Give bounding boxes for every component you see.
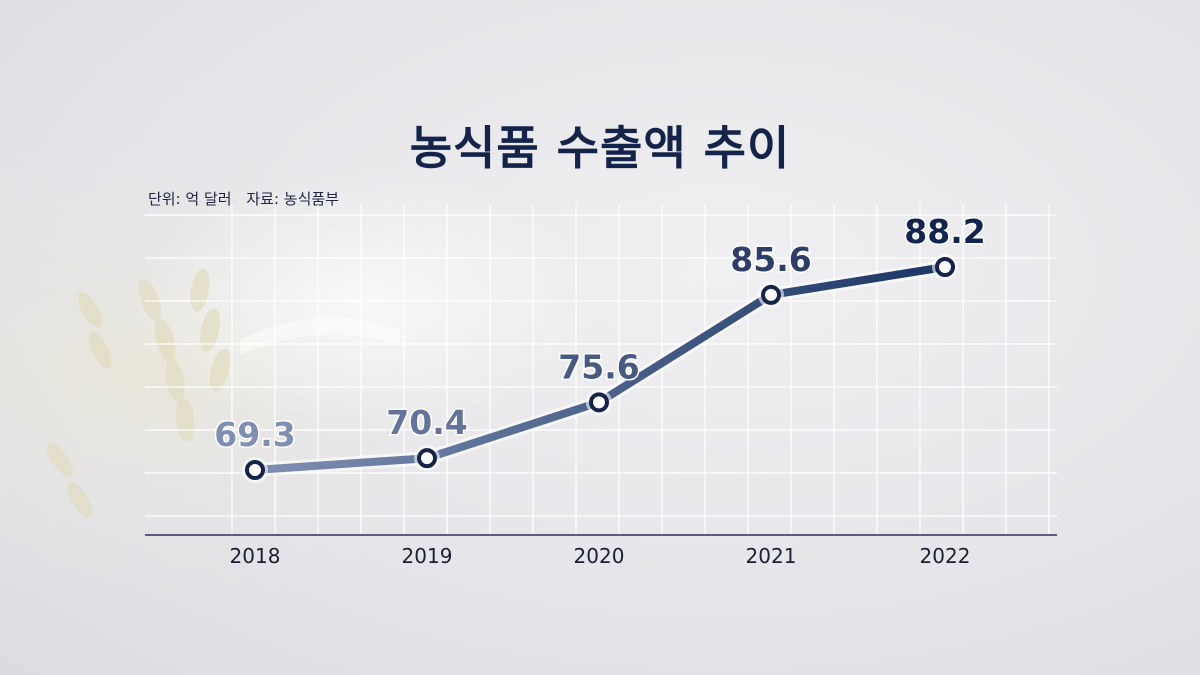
data-labels: 69.3 70.4 75.6 85.6 88.2 <box>213 211 987 456</box>
data-label-2020: 75.6 <box>558 347 639 386</box>
x-tick-labels: 2018 2019 2020 2021 2022 <box>230 544 971 568</box>
data-point-2021 <box>761 284 781 305</box>
data-point-2019 <box>417 448 437 469</box>
x-tick-label-2018: 2018 <box>230 544 281 568</box>
unit-label: 단위: 억 달러 <box>148 190 232 208</box>
data-label-2021: 85.6 <box>730 240 811 279</box>
x-tick-label-2019: 2019 <box>402 544 453 568</box>
x-tick-label-2020: 2020 <box>574 544 625 568</box>
grid-lines <box>145 205 1057 535</box>
data-label-2019: 70.4 <box>386 403 467 442</box>
x-tick-label-2021: 2021 <box>746 544 797 568</box>
data-points <box>242 254 958 483</box>
data-label-2018: 69.3 <box>214 415 295 454</box>
chart-meta: 단위: 억 달러 자료: 농식품부 <box>148 188 349 209</box>
source-label: 자료: 농식품부 <box>246 190 339 208</box>
data-point-2020 <box>589 392 609 413</box>
data-label-2022: 88.2 <box>904 212 985 251</box>
data-point-2018 <box>245 460 265 480</box>
data-point-2022 <box>935 257 955 277</box>
x-tick-label-2022: 2022 <box>920 544 971 568</box>
chart-title: 농식품 수출액 추이 <box>409 121 791 175</box>
